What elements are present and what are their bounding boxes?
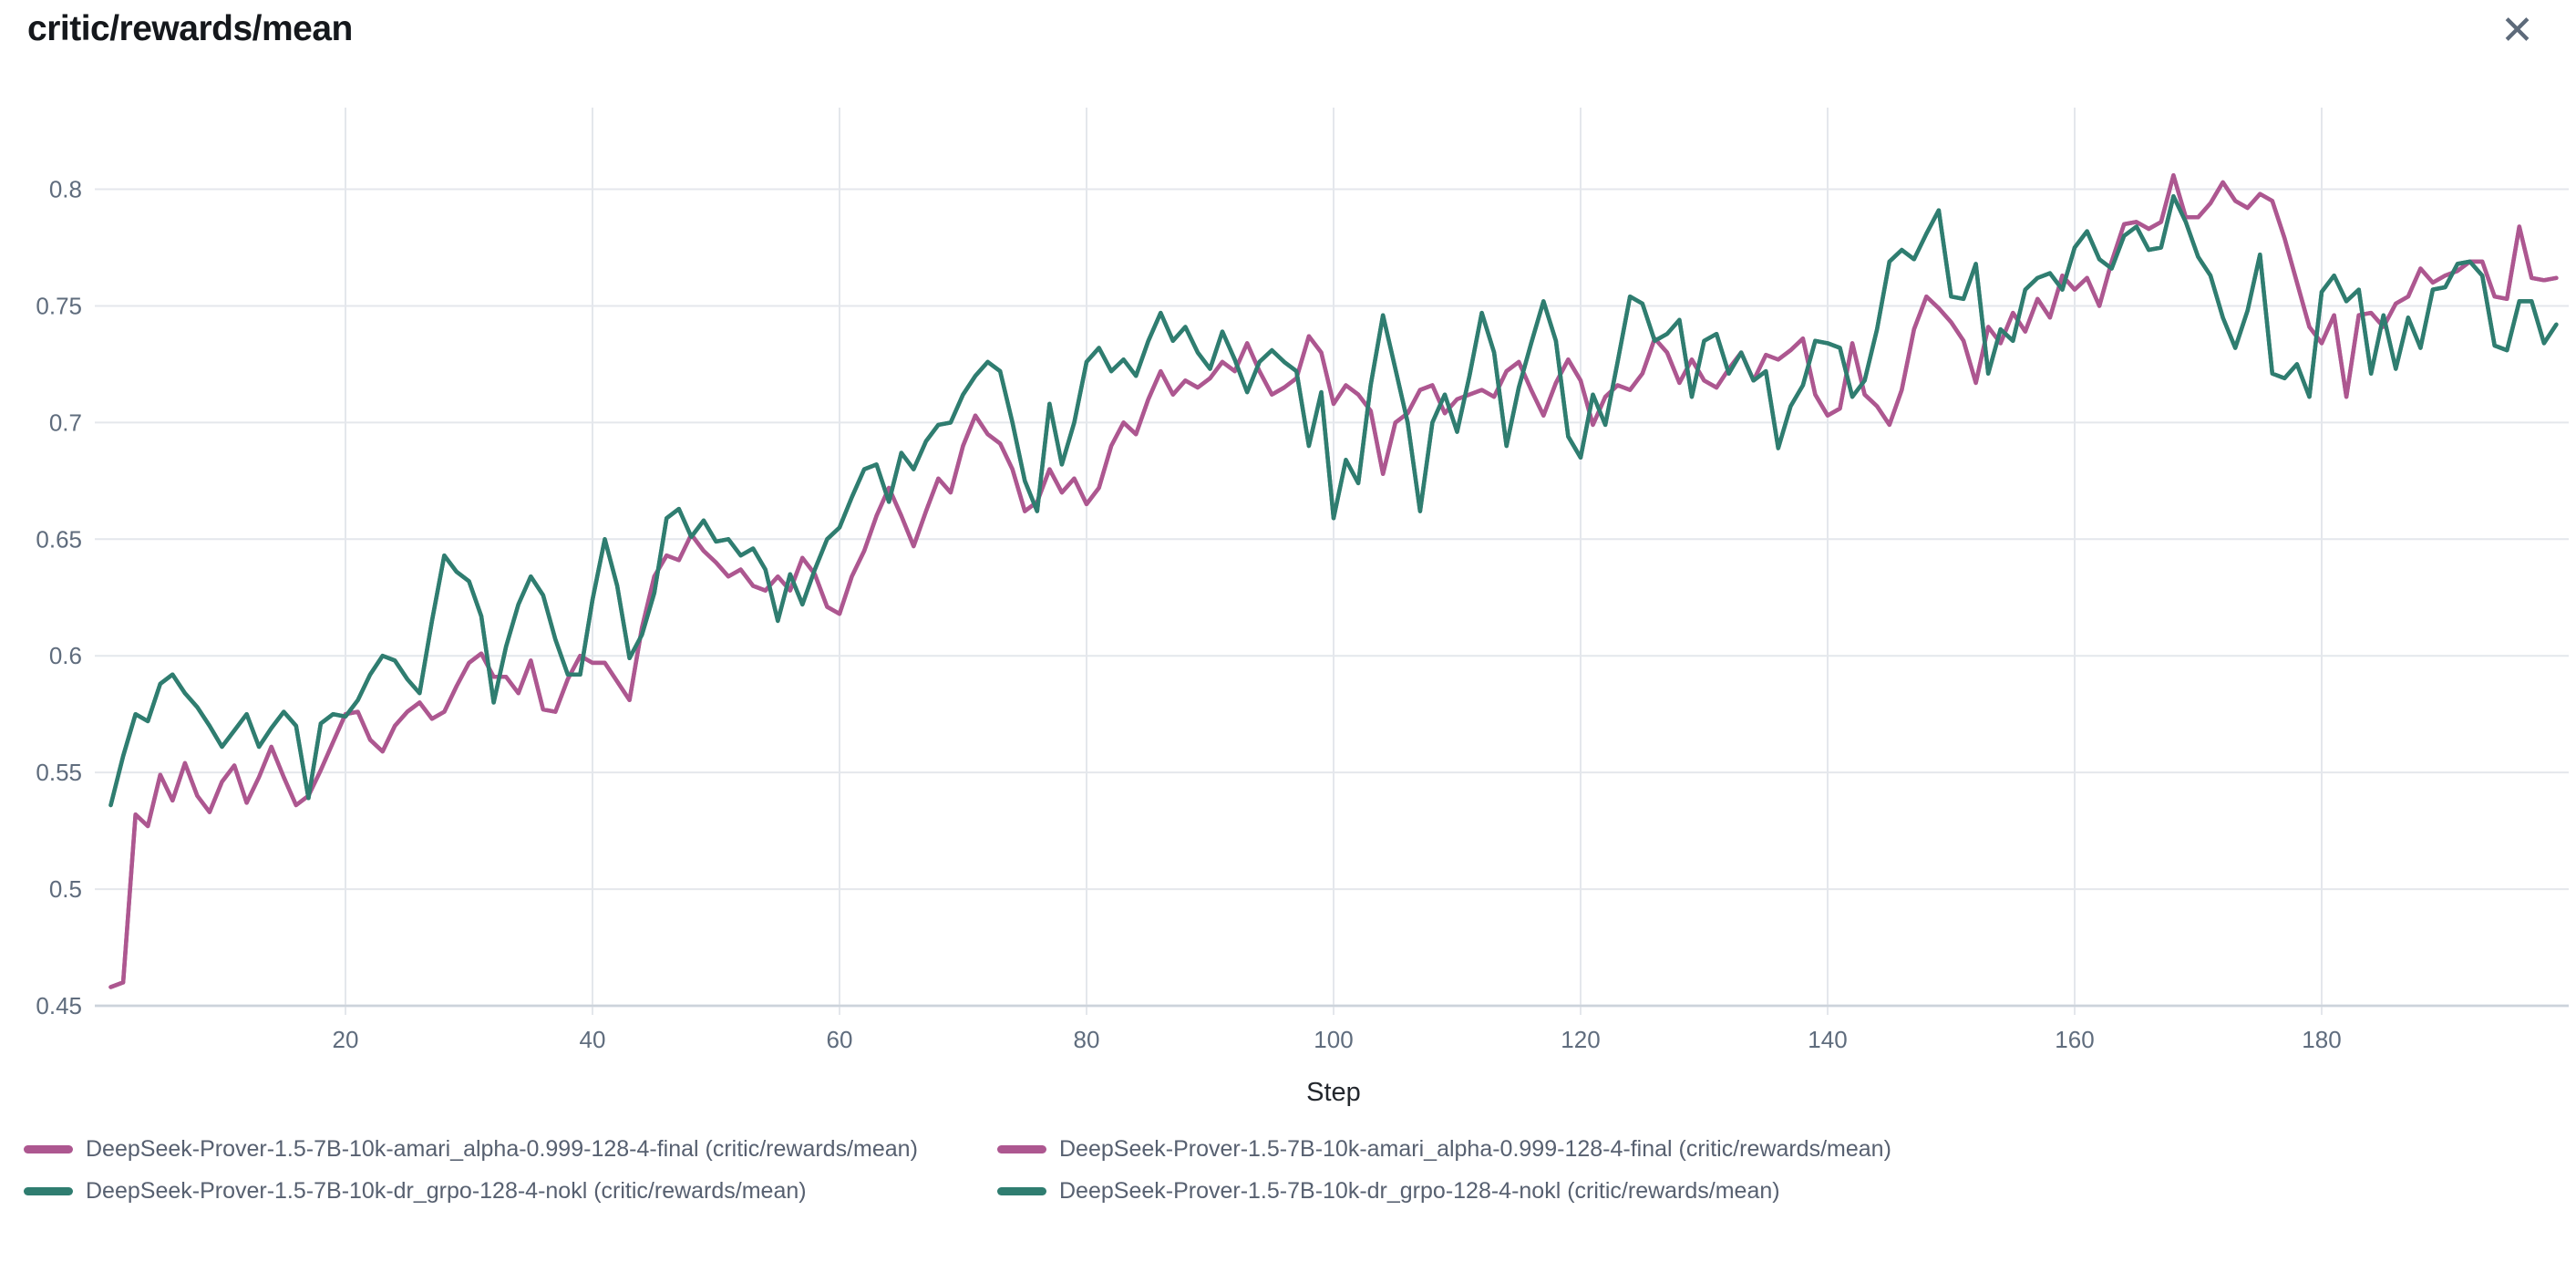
legend-label: DeepSeek-Prover-1.5-7B-10k-dr_grpo-128-4… — [86, 1178, 807, 1204]
svg-text:0.6: 0.6 — [49, 642, 82, 669]
legend-swatch — [997, 1145, 1046, 1153]
svg-text:40: 40 — [580, 1026, 606, 1053]
legend-item[interactable]: DeepSeek-Prover-1.5-7B-10k-dr_grpo-128-4… — [24, 1178, 997, 1205]
legend-item[interactable]: DeepSeek-Prover-1.5-7B-10k-amari_alpha-0… — [997, 1136, 1891, 1163]
svg-text:0.5: 0.5 — [49, 875, 82, 903]
legend-swatch — [24, 1187, 73, 1195]
svg-text:120: 120 — [1561, 1026, 1600, 1053]
page-title: critic/rewards/mean — [27, 9, 353, 48]
legend-item[interactable]: DeepSeek-Prover-1.5-7B-10k-amari_alpha-0… — [24, 1136, 997, 1163]
svg-text:20: 20 — [333, 1026, 359, 1053]
legend-label: DeepSeek-Prover-1.5-7B-10k-amari_alpha-0… — [1059, 1136, 1891, 1162]
svg-text:0.7: 0.7 — [49, 409, 82, 436]
svg-text:160: 160 — [2055, 1026, 2094, 1053]
svg-text:0.65: 0.65 — [36, 525, 82, 553]
svg-text:140: 140 — [1808, 1026, 1847, 1053]
legend-swatch — [24, 1145, 73, 1153]
svg-text:80: 80 — [1074, 1026, 1100, 1053]
svg-text:180: 180 — [2302, 1026, 2341, 1053]
svg-text:0.55: 0.55 — [36, 759, 82, 786]
legend-label: DeepSeek-Prover-1.5-7B-10k-amari_alpha-0… — [86, 1136, 918, 1162]
legend-swatch — [997, 1187, 1046, 1195]
svg-text:0.75: 0.75 — [36, 292, 82, 319]
chart-canvas[interactable]: 0.45 0.5 0.55 0.6 0.65 0.7 0.75 0.8 20 40 60 80 100 1… — [0, 55, 2576, 1131]
svg-text:100: 100 — [1314, 1026, 1353, 1053]
legend-label: DeepSeek-Prover-1.5-7B-10k-dr_grpo-128-4… — [1059, 1178, 1780, 1204]
svg-text:60: 60 — [827, 1026, 853, 1053]
close-icon[interactable]: ✕ — [2497, 7, 2538, 55]
svg-text:Step: Step — [1306, 1078, 1361, 1107]
chart-legend: DeepSeek-Prover-1.5-7B-10k-amari_alpha-0… — [24, 1136, 1891, 1205]
legend-item[interactable]: DeepSeek-Prover-1.5-7B-10k-dr_grpo-128-4… — [997, 1178, 1891, 1205]
svg-text:0.45: 0.45 — [36, 992, 82, 1019]
svg-text:0.8: 0.8 — [49, 176, 82, 203]
